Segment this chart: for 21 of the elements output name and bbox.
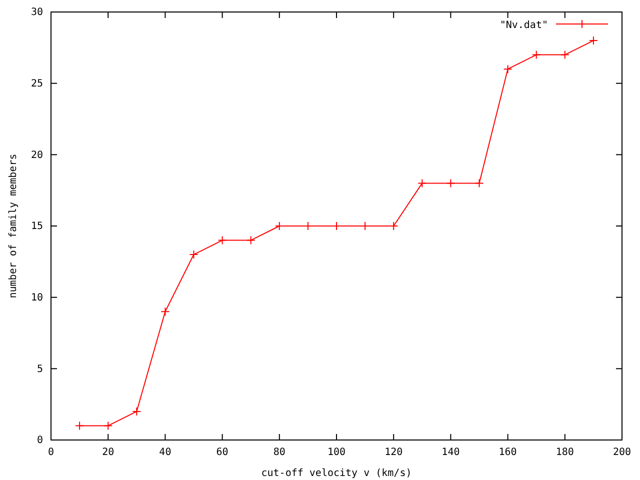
x-tick-label: 120 [384, 447, 403, 458]
y-tick-label: 25 [30, 78, 43, 90]
y-tick-label: 5 [36, 364, 43, 375]
x-tick-label: 80 [273, 447, 286, 458]
x-tick-label: 20 [102, 447, 114, 458]
y-tick-label: 30 [30, 7, 43, 18]
x-tick-label: 100 [327, 447, 346, 458]
y-tick-label: 20 [30, 150, 43, 161]
x-tick-label: 60 [216, 447, 228, 458]
text: "Nv.dat" [500, 20, 548, 31]
x-axis-title: cut-off velocity v (km/s) [261, 468, 412, 479]
x-tick-label: 160 [498, 447, 517, 458]
y-tick-label: 15 [30, 221, 43, 232]
x-tick-label: 200 [612, 447, 632, 458]
x-tick-label: 140 [442, 447, 460, 458]
x-tick-label: 40 [159, 447, 172, 458]
x-tick-label: 0 [48, 447, 54, 458]
y-tick-label: 10 [30, 292, 43, 304]
y-tick-label: 0 [36, 435, 43, 446]
x-tick-label: 180 [556, 447, 574, 458]
y-axis-title: number of family members [8, 154, 19, 298]
